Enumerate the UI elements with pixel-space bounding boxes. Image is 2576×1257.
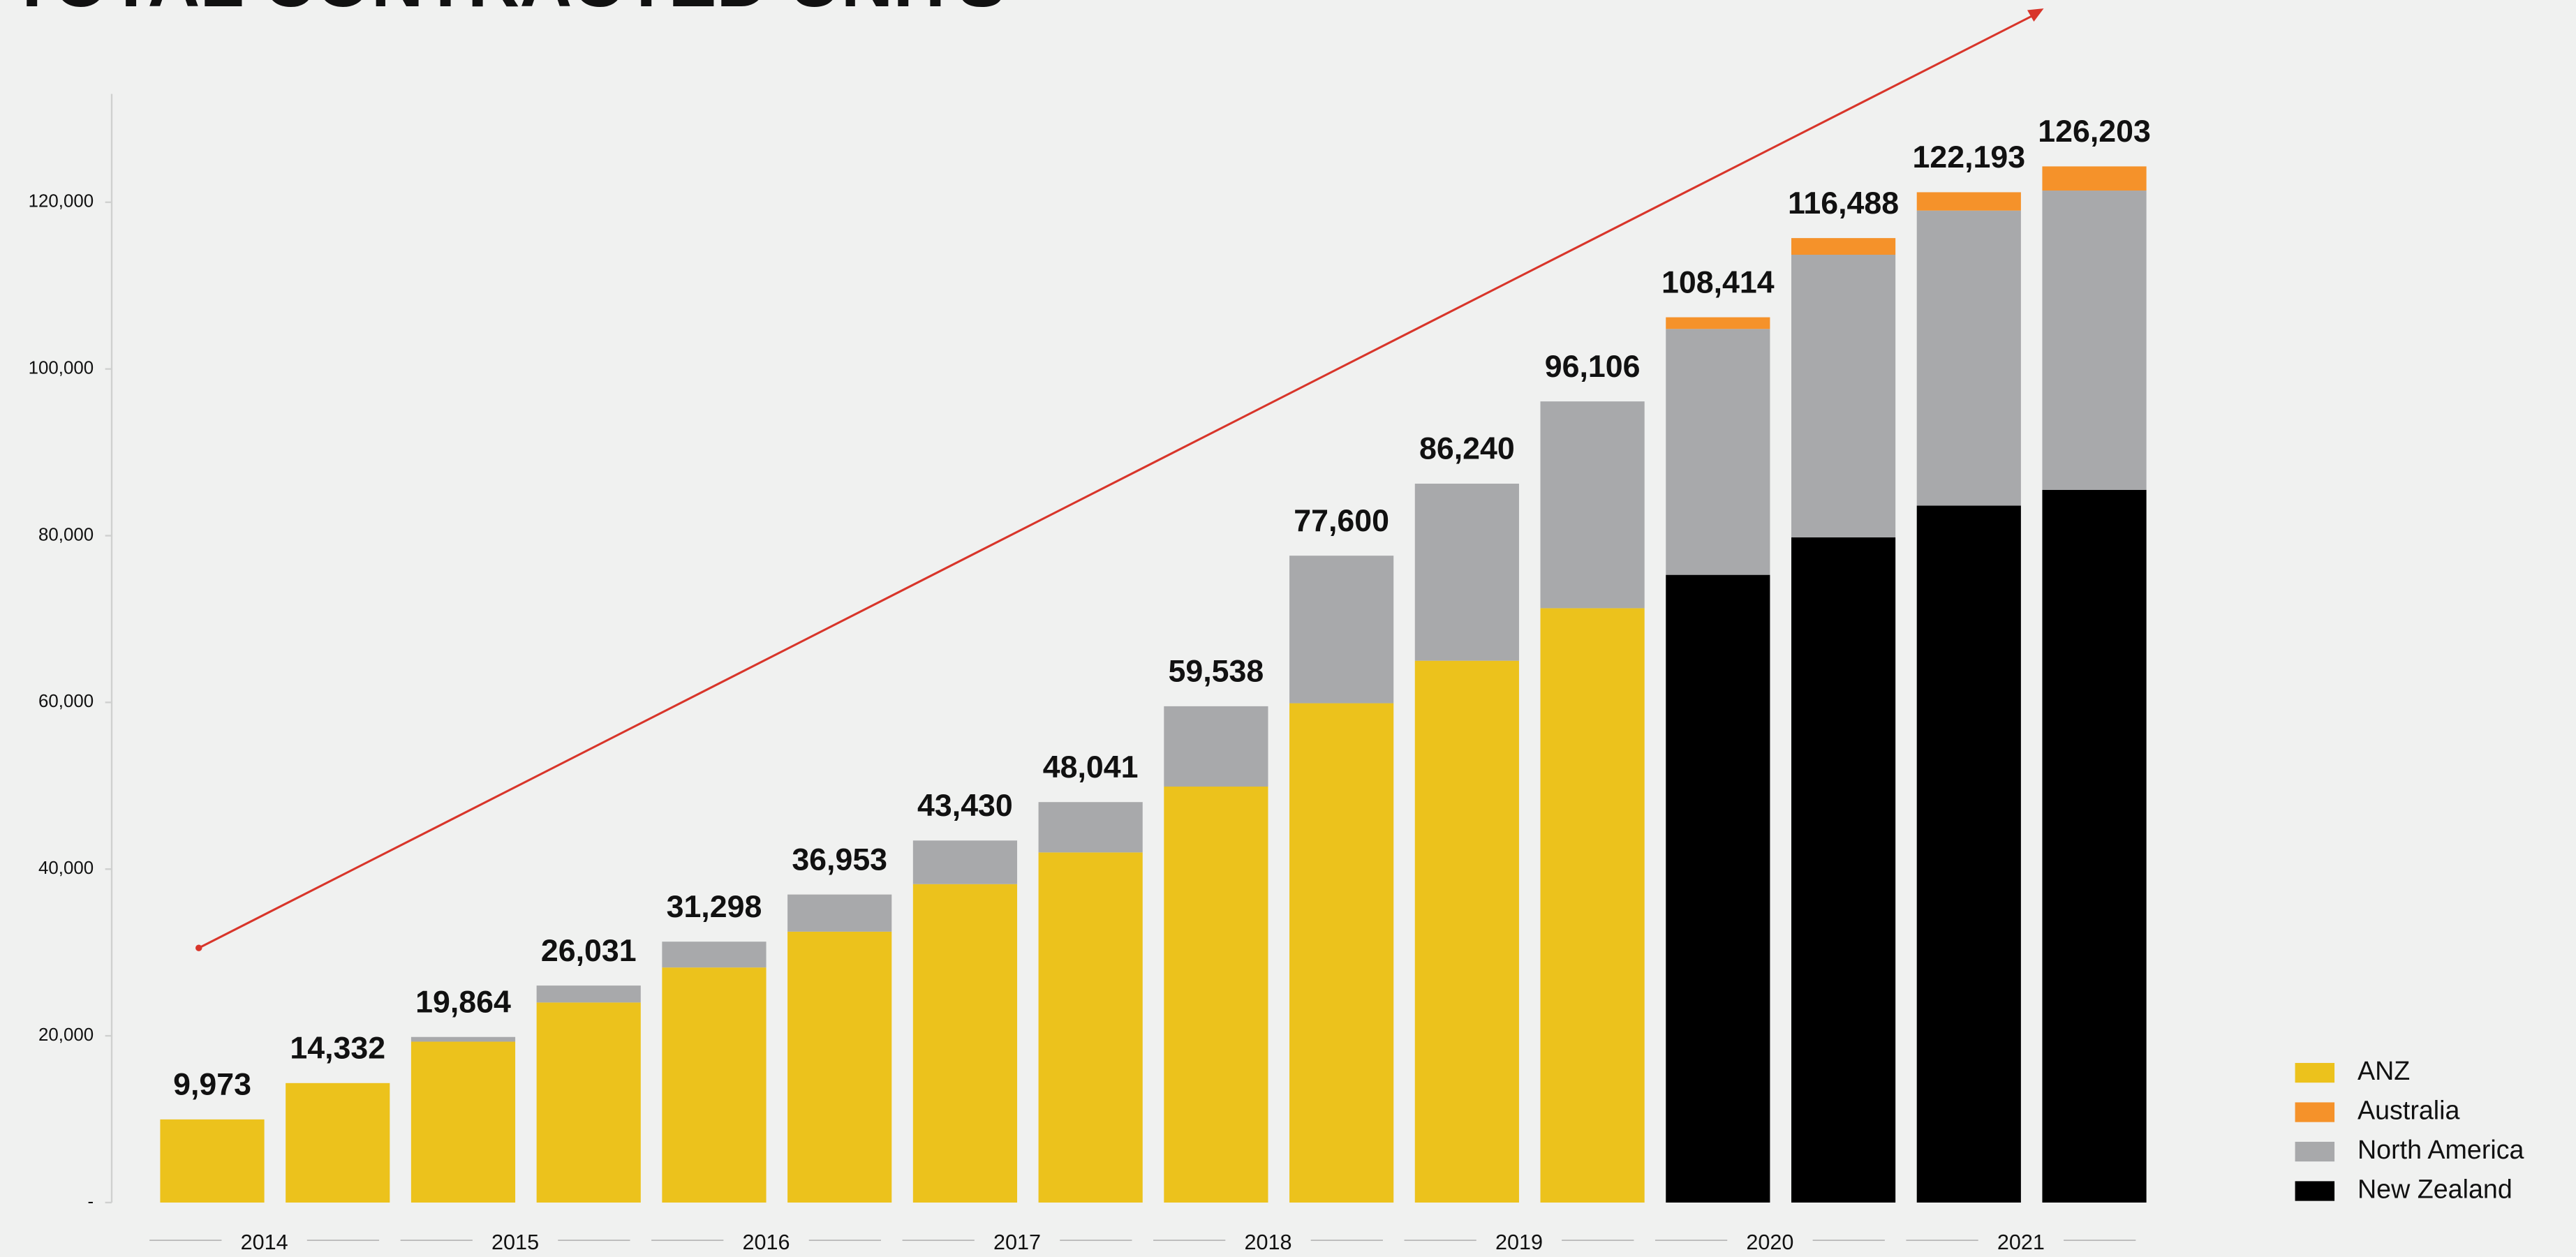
total-label: 14,332 (290, 1032, 385, 1066)
total-label: 122,193 (1913, 140, 2026, 174)
bar-segment (1414, 660, 1519, 1203)
y-tick-label: - (88, 1192, 94, 1212)
y-tick-label: 20,000 (38, 1025, 94, 1045)
legend-label: Australia (2357, 1096, 2460, 1125)
total-label: 19,864 (415, 985, 511, 1019)
bar-segment (410, 1036, 516, 1042)
total-label: 43,430 (917, 789, 1013, 823)
bar-segment (2042, 191, 2147, 490)
bar-segment (410, 1041, 516, 1203)
total-label: 126,203 (2038, 114, 2151, 149)
total-label: 96,106 (1545, 350, 1641, 384)
x-group-label: 2015 (491, 1230, 539, 1254)
trend-arrow (198, 12, 2038, 949)
x-group-label: 2017 (993, 1230, 1041, 1254)
chart-title: TOTAL CONTRACTED UNITS (10, 0, 1005, 22)
legend-swatch (2295, 1141, 2335, 1162)
x-group-label: 2014 (241, 1230, 288, 1254)
bar-segment (286, 1083, 390, 1203)
bar-segment (787, 931, 892, 1203)
bar-segment (1289, 556, 1394, 704)
x-group-label: 2020 (1746, 1230, 1793, 1254)
total-label: 48,041 (1043, 750, 1139, 784)
bar-segment (1164, 787, 1268, 1203)
bar-segment (787, 894, 892, 932)
legend-swatch (2295, 1102, 2335, 1122)
y-tick-label: 60,000 (38, 692, 94, 711)
bar-segment (2042, 166, 2147, 191)
total-label: 108,414 (1661, 265, 1775, 299)
x-group-label: 2019 (1495, 1230, 1543, 1254)
bar-segment (1038, 852, 1143, 1203)
legend-label: ANZ (2357, 1056, 2410, 1085)
bar-segment (1414, 483, 1519, 661)
total-label: 31,298 (667, 890, 762, 924)
bar-segment (160, 1119, 265, 1203)
bar-segment (1791, 537, 1896, 1203)
bar-segment (2042, 489, 2147, 1203)
bar-segment (1666, 317, 1770, 329)
bar-segment (1791, 255, 1896, 537)
bar-segment (1164, 706, 1268, 787)
total-label: 86,240 (1419, 432, 1515, 466)
y-tick-label: 80,000 (38, 525, 94, 544)
total-label: 36,953 (792, 842, 887, 877)
bar-segment (1666, 574, 1770, 1203)
bar-segment (1540, 608, 1645, 1203)
bar-segment (912, 884, 1018, 1203)
legend-swatch (2295, 1062, 2335, 1083)
trend-arrow-head (2027, 8, 2044, 22)
bar-segment (1916, 210, 2021, 506)
total-label: 116,488 (1788, 186, 1899, 221)
total-label: 26,031 (541, 934, 637, 968)
legend-label: New Zealand (2357, 1174, 2512, 1203)
bar-segment (1038, 802, 1143, 853)
x-group-label: 2016 (743, 1230, 790, 1254)
trend-arrow-start (195, 944, 202, 951)
bar-segment (662, 942, 767, 968)
bar-segment (1916, 192, 2021, 211)
bar-segment (1540, 401, 1645, 609)
bar-segment (536, 1002, 641, 1203)
x-group-label: 2018 (1244, 1230, 1291, 1254)
bar-segment (1791, 238, 1896, 255)
x-group-label: 2021 (1997, 1230, 2045, 1254)
bar-segment (662, 967, 767, 1203)
bar-segment (912, 840, 1018, 884)
total-label: 9,973 (173, 1068, 251, 1102)
legend-label: North America (2357, 1135, 2524, 1164)
total-label: 59,538 (1169, 655, 1264, 689)
bar-segment (1289, 703, 1394, 1203)
y-tick-label: 40,000 (38, 858, 94, 878)
bar-segment (536, 985, 641, 1003)
bar-segment (1666, 329, 1770, 575)
total-label: 77,600 (1294, 504, 1389, 538)
y-tick-label: 120,000 (29, 192, 94, 211)
y-tick-label: 100,000 (29, 358, 94, 378)
bar-segment (1916, 505, 2021, 1203)
legend-swatch (2295, 1181, 2335, 1201)
